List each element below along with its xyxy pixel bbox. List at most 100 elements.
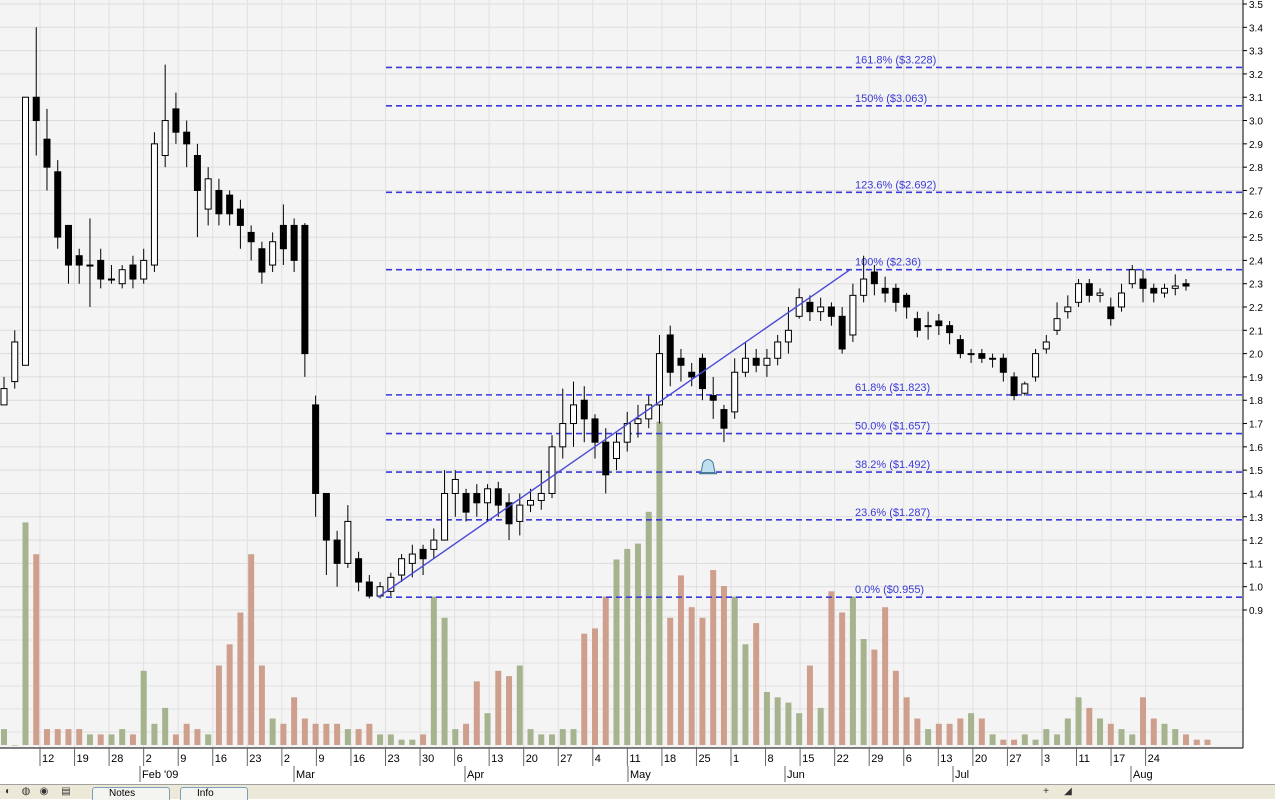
- volume-bar: [1064, 718, 1071, 745]
- candle-body: [484, 488, 492, 504]
- candle-body: [1085, 283, 1093, 296]
- trendline[interactable]: [377, 269, 851, 598]
- day-tick-label: 12: [42, 753, 54, 765]
- volume-bar: [559, 729, 566, 745]
- candle-body: [537, 492, 545, 501]
- candle-body: [720, 409, 728, 429]
- volume-bar: [420, 734, 427, 745]
- candle-body: [1107, 306, 1115, 320]
- volume-bar: [527, 729, 534, 745]
- candle-body: [666, 334, 674, 373]
- candle-body: [129, 264, 137, 280]
- day-tick-label: 4: [595, 753, 601, 765]
- day-tick-label: 27: [560, 753, 572, 765]
- volume-bar: [602, 596, 609, 745]
- volume-bar: [817, 707, 824, 745]
- candle-body: [817, 306, 825, 313]
- volume-bar: [1140, 697, 1147, 745]
- volume-bar: [452, 729, 459, 745]
- volume-bar: [1118, 729, 1125, 745]
- volume-bar: [355, 729, 362, 745]
- candle-body: [1118, 292, 1126, 308]
- price-tick-label: 3.4: [1249, 23, 1263, 34]
- candlesticks: [0, 27, 1190, 599]
- price-tick-label: 1.5: [1249, 466, 1263, 477]
- price-tick-label: 3.5: [1249, 0, 1263, 11]
- candle-body: [806, 301, 814, 313]
- volume-bar: [613, 559, 620, 745]
- day-tick-label: 25: [698, 753, 710, 765]
- date-axis: 12 19 28 2 9 16 23 2 9 16 23 30 6 13 20 27 4 11 18 25 1 8 15 22…: [39, 748, 1160, 782]
- volume-bar: [1054, 734, 1061, 745]
- candle-body: [827, 306, 835, 317]
- volume-bar: [968, 713, 975, 745]
- day-tick-label: 6: [457, 753, 463, 765]
- candle-body: [451, 478, 459, 494]
- volume-bar: [549, 734, 556, 745]
- volume-bar: [935, 723, 942, 745]
- fib-level-label: 61.8% ($1.823): [855, 382, 930, 394]
- candle-body: [494, 488, 502, 506]
- candle-body: [430, 539, 438, 550]
- fib-level-label: 150% ($3.063): [855, 93, 927, 105]
- volume-bar: [11, 745, 18, 746]
- price-tick-label: 1.0: [1249, 583, 1263, 594]
- volume-bar: [957, 718, 964, 745]
- candle-body: [903, 294, 911, 308]
- candle-body: [387, 576, 395, 592]
- price-tick-label: 2.0: [1249, 350, 1263, 361]
- volume-bar: [699, 617, 706, 745]
- candle-body: [580, 399, 588, 420]
- price-tick-label: 2.8: [1249, 163, 1263, 174]
- info-tab[interactable]: Info: [180, 787, 248, 800]
- candle-body: [505, 502, 513, 525]
- fib-level-label: 100% ($2.36): [855, 257, 921, 269]
- volume-bar: [215, 665, 222, 745]
- candle-body: [956, 339, 964, 355]
- candle-body: [462, 492, 470, 513]
- day-tick-label: 6: [906, 753, 912, 765]
- volume-bar: [108, 734, 115, 745]
- volume-bar: [237, 612, 244, 745]
- month-tick-label: Aug: [1133, 769, 1153, 781]
- alert-bell-icon[interactable]: [699, 458, 717, 475]
- volume-bar: [129, 734, 136, 745]
- day-tick-label: 13: [491, 753, 503, 765]
- volume-bar: [667, 617, 674, 745]
- candle-body: [967, 353, 975, 356]
- volume-bar: [753, 623, 760, 745]
- volume-bar: [140, 670, 147, 745]
- candle-body: [763, 357, 771, 366]
- volume-bar: [97, 734, 104, 745]
- triangle-icon[interactable]: ◢: [1064, 786, 1072, 797]
- volume-bar: [76, 729, 83, 745]
- candle-body: [527, 499, 535, 506]
- price-tick-label: 0.9: [1249, 606, 1263, 617]
- volume-bar: [151, 723, 158, 745]
- candle-body: [1010, 376, 1018, 397]
- volume-bar: [387, 734, 394, 745]
- price-tick-label: 2.1: [1249, 326, 1263, 337]
- notes-tab[interactable]: Notes: [92, 787, 170, 800]
- volume-bar: [506, 676, 513, 745]
- volume-bar: [925, 729, 932, 745]
- volume-bar: [1011, 739, 1018, 745]
- candle-body: [312, 404, 320, 494]
- toolbar-icon-a[interactable]: ◐: [4, 786, 12, 797]
- candle-body: [1182, 283, 1190, 287]
- toolbar-icon-c[interactable]: ◉: [39, 786, 49, 797]
- volume-bar: [258, 665, 265, 745]
- day-tick-label: 20: [975, 753, 987, 765]
- volume-bar: [43, 729, 50, 745]
- volume-bar: [1183, 734, 1189, 745]
- add-icon[interactable]: +: [1043, 786, 1049, 797]
- candle-body: [279, 224, 287, 250]
- day-tick-label: 11: [1079, 753, 1090, 765]
- volume-bar: [871, 649, 878, 745]
- volume-bar: [581, 633, 588, 745]
- toolbar-icon-b[interactable]: ◍: [21, 786, 31, 797]
- candle-body: [43, 138, 51, 168]
- price-axis-background: [1243, 0, 1275, 784]
- toolbar-icon-d[interactable]: ▤: [61, 786, 71, 797]
